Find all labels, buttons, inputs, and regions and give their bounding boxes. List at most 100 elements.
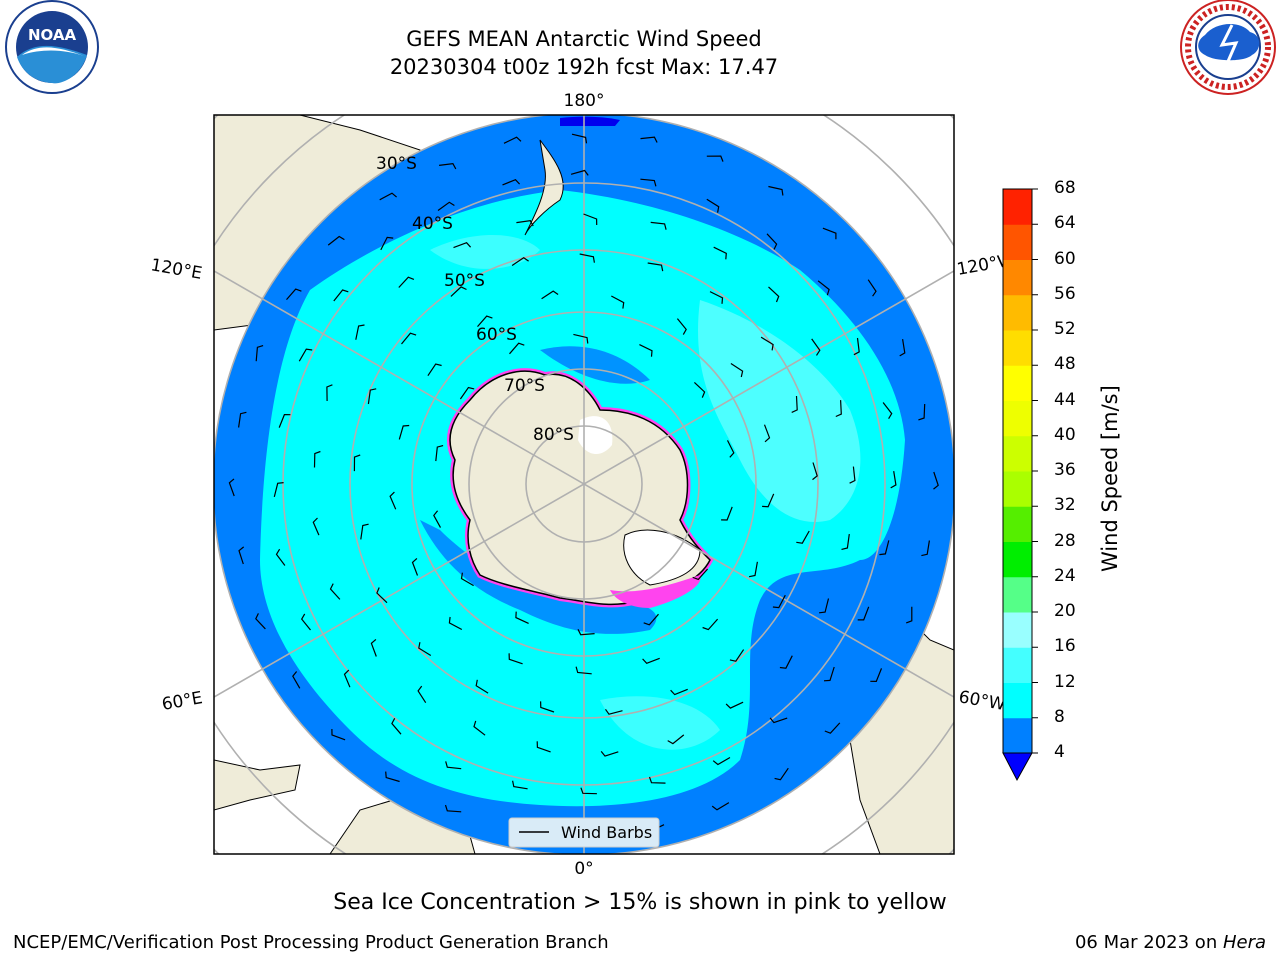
colorbar-segment bbox=[1003, 506, 1032, 542]
wind-barb bbox=[331, 728, 346, 741]
wind-barb bbox=[439, 162, 457, 170]
wind-barb bbox=[726, 440, 735, 458]
wind-barb bbox=[255, 613, 266, 630]
wind-barb bbox=[870, 668, 883, 683]
lat-label-30s: 30°S bbox=[376, 154, 417, 174]
wind-barb bbox=[444, 804, 462, 813]
wind-barb bbox=[286, 288, 302, 300]
colorbar-tick-label: 40 bbox=[1054, 424, 1076, 445]
footer-date: 06 Mar 2023 on Hera bbox=[1075, 932, 1266, 953]
wind-barb bbox=[779, 655, 793, 669]
wind-barb bbox=[327, 235, 345, 246]
map-legend: Wind Barbs bbox=[508, 817, 660, 848]
footer-host: Hera bbox=[1222, 932, 1266, 953]
wind-barb bbox=[448, 616, 463, 631]
wind-barb bbox=[857, 606, 870, 621]
wind-barb bbox=[692, 568, 709, 581]
colorbar-segment bbox=[1003, 189, 1032, 225]
wind-barb bbox=[580, 787, 597, 795]
graticule bbox=[214, 115, 954, 854]
wind-barb bbox=[817, 280, 830, 296]
wind-barb bbox=[536, 741, 551, 753]
wind-barb bbox=[835, 400, 842, 418]
colorbar-tick-label: 36 bbox=[1054, 460, 1076, 480]
wind-barb bbox=[473, 720, 486, 736]
wind-barb bbox=[433, 510, 442, 528]
colorbar-segment bbox=[1003, 471, 1032, 507]
wind-barb bbox=[725, 701, 744, 709]
wind-barb bbox=[841, 534, 850, 550]
wind-barb bbox=[401, 332, 417, 345]
wind-barb bbox=[890, 471, 897, 489]
colorbar-tick-label: 56 bbox=[1054, 283, 1076, 304]
wind-barb bbox=[899, 339, 906, 357]
wind-barb bbox=[706, 198, 720, 213]
map-frame bbox=[213, 114, 955, 855]
wind-barb bbox=[905, 606, 913, 624]
wind-barb bbox=[275, 548, 286, 566]
wind-barb bbox=[791, 395, 798, 413]
colorbar-segment bbox=[1003, 717, 1032, 754]
wind-barb bbox=[643, 613, 659, 626]
wind-barb bbox=[769, 717, 788, 724]
colorbar-segment bbox=[1003, 541, 1032, 578]
wind-barb bbox=[509, 342, 525, 355]
colorbar-segment bbox=[1003, 435, 1032, 472]
colorbar-tick-label: 44 bbox=[1054, 389, 1076, 410]
wind-barb bbox=[933, 471, 939, 490]
wind-barb bbox=[918, 403, 926, 421]
wind-barb bbox=[768, 286, 780, 303]
wind-barb bbox=[298, 348, 313, 362]
sea-ice-caption: Sea Ice Concentration > 15% is shown in … bbox=[333, 890, 947, 915]
wind-barb bbox=[379, 192, 397, 201]
wind-barb bbox=[642, 657, 660, 665]
wind-barb bbox=[502, 178, 521, 186]
colorbar-tick-label: 12 bbox=[1054, 671, 1076, 692]
colorbar-segment bbox=[1003, 224, 1032, 260]
wind-barb bbox=[867, 279, 877, 297]
wind-barb bbox=[812, 462, 818, 481]
wind-barb bbox=[822, 227, 837, 240]
wind-barb bbox=[376, 587, 388, 604]
antarctica bbox=[447, 368, 714, 608]
lat-label-50s: 50°S bbox=[444, 271, 485, 291]
colorbar-segment bbox=[1003, 330, 1032, 366]
wind-barb bbox=[713, 246, 727, 260]
wind-barb bbox=[360, 523, 369, 540]
wind-barb bbox=[427, 363, 442, 377]
wind-barb bbox=[853, 337, 860, 356]
lat-label-80s: 80°S bbox=[533, 425, 574, 445]
wind-barb bbox=[711, 802, 730, 811]
colorbar-tick-label: 48 bbox=[1054, 354, 1076, 375]
colorbar-tick-label: 16 bbox=[1054, 636, 1076, 657]
wind-barb bbox=[693, 381, 706, 398]
wind-barb bbox=[255, 345, 264, 362]
wind-barb bbox=[512, 780, 528, 790]
wind-barb bbox=[343, 669, 351, 688]
wind-barb bbox=[367, 388, 377, 405]
wind-barb bbox=[600, 751, 619, 757]
wind-barb bbox=[391, 718, 402, 735]
wind-barb bbox=[355, 324, 365, 340]
wind-barb bbox=[748, 561, 758, 578]
footer-date-text: 06 Mar 2023 on bbox=[1074, 932, 1223, 953]
colorbar-extend-triangle bbox=[1002, 752, 1033, 782]
wind-barb bbox=[540, 701, 555, 713]
wind-barb bbox=[398, 424, 410, 440]
wind-barb bbox=[511, 256, 529, 266]
colorbar-segment bbox=[1003, 400, 1032, 437]
chart-title-line2: 20230304 t00z 192h fcst Max: 17.47 bbox=[389, 55, 779, 79]
wind-barb bbox=[300, 613, 311, 631]
wind-barb bbox=[824, 722, 841, 734]
wind-barb bbox=[398, 276, 415, 288]
wind-barb bbox=[639, 344, 653, 357]
noaa-logo: NOAA bbox=[5, 0, 99, 94]
colorbar-tick-label: 60 bbox=[1054, 248, 1076, 269]
colorbar-tick-label: 32 bbox=[1054, 495, 1076, 516]
latitude-labels: 30°S 40°S 50°S 60°S 70°S 80°S bbox=[376, 154, 574, 445]
footer-credit: NCEP/EMC/Verification Post Processing Pr… bbox=[13, 932, 609, 953]
wind-barb bbox=[667, 734, 685, 745]
wind-barb bbox=[411, 557, 419, 576]
wind-barb bbox=[515, 611, 529, 624]
wind-barb bbox=[380, 236, 394, 251]
